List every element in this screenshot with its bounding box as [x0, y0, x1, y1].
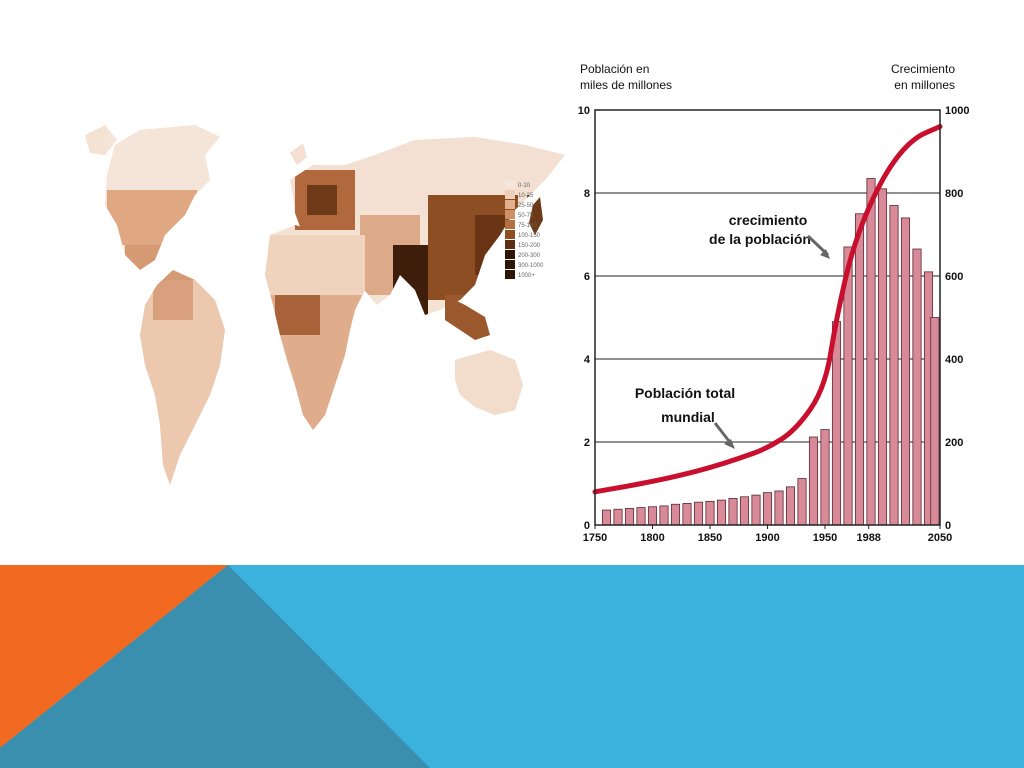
right-axis-title: Crecimiento en millones [891, 62, 955, 92]
growth-bar [659, 505, 669, 526]
growth-annotation: crecimiento de la población [709, 212, 830, 259]
growth-bar [636, 507, 646, 526]
map-legend-label: 0-10 [518, 183, 531, 189]
left-axis-title: Población en miles de millones [580, 62, 672, 92]
map-legend-swatch [505, 190, 515, 199]
world-population-density-map: 0-10 10-25 25-50 50-75 75-100 100-150 150-200 2… [85, 125, 565, 485]
growth-bar [613, 508, 623, 526]
right-axis-tick-label: 0 [945, 520, 951, 532]
map-legend-swatch [505, 260, 515, 269]
x-axis-ticks: 1750 1800 1850 1900 1950 1988 2050 [583, 525, 952, 544]
map-legend-label: 150-200 [518, 243, 541, 249]
right-axis-tick-label: 400 [945, 354, 963, 366]
map-legend-label: 1000+ [518, 273, 535, 279]
growth-bar [693, 501, 704, 526]
map-legend-label: 200-300 [518, 253, 541, 259]
growth-bar [831, 321, 842, 526]
growth-bar [647, 506, 658, 526]
growth-bar [624, 507, 635, 526]
map-legend-swatch [505, 180, 515, 189]
map-legend-label: 75-100 [518, 223, 537, 229]
map-regions [85, 125, 565, 485]
growth-bar [762, 492, 773, 526]
left-axis-ticks: 0 2 4 6 8 10 [578, 105, 591, 532]
left-axis-tick-label: 6 [584, 271, 590, 283]
growth-bar [751, 494, 761, 526]
map-legend-swatch [505, 250, 515, 259]
growth-bar [774, 490, 784, 526]
map-legend-swatch [505, 220, 515, 229]
right-axis-tick-label: 200 [945, 437, 963, 449]
growth-bar [877, 188, 888, 526]
growth-bar [930, 317, 940, 526]
map-legend-swatch [505, 240, 515, 249]
total-annotation-line-2: mundial [661, 409, 715, 425]
growth-bar [889, 205, 899, 526]
left-axis-tick-label: 4 [584, 354, 591, 366]
growth-bar [866, 178, 876, 526]
map-legend-label: 10-25 [518, 193, 534, 199]
growth-bar [739, 496, 750, 526]
growth-bar [854, 213, 865, 526]
footer-teal-triangle [0, 565, 430, 768]
x-axis-tick-label: 1900 [755, 532, 779, 544]
growth-bar [900, 217, 911, 526]
map-legend-swatch [505, 270, 515, 279]
x-axis-tick-label: 1750 [583, 532, 607, 544]
map-legend-swatch [505, 200, 515, 209]
growth-bar [912, 248, 922, 526]
total-annotation: Población total mundial [635, 385, 735, 449]
growth-bar [797, 478, 807, 526]
right-axis-tick-label: 600 [945, 271, 963, 283]
map-legend: 0-10 10-25 25-50 50-75 75-100 100-150 150-200 2… [505, 180, 544, 279]
right-axis-title-line-1: Crecimiento [891, 62, 955, 76]
map-legend-label: 25-50 [518, 203, 534, 209]
growth-bar [705, 500, 715, 526]
right-axis-tick-label: 1000 [945, 105, 969, 117]
right-axis-tick-label: 800 [945, 188, 963, 200]
growth-annotation-line-1: crecimiento [729, 212, 808, 228]
growth-bar [601, 509, 612, 526]
growth-bar [728, 498, 738, 526]
right-axis-ticks: 0 200 400 600 800 1000 [945, 105, 969, 532]
population-chart: Población en miles de millones Crecimien… [578, 62, 970, 544]
growth-bar [670, 503, 681, 526]
decorative-footer [0, 565, 1024, 768]
left-axis-tick-label: 10 [578, 105, 590, 117]
map-legend-label: 50-75 [518, 213, 534, 219]
x-axis-tick-label: 1950 [813, 532, 837, 544]
total-annotation-arrowhead [724, 439, 735, 449]
growth-bar [820, 429, 830, 526]
map-legend-label: 100-150 [518, 233, 541, 239]
left-axis-tick-label: 8 [584, 188, 590, 200]
growth-bar [682, 503, 692, 526]
x-axis-tick-label: 1988 [856, 532, 880, 544]
map-legend-swatch [505, 230, 515, 239]
growth-bar [716, 499, 727, 526]
map-legend-label: 300-1000 [518, 263, 544, 269]
growth-bar [785, 486, 796, 526]
growth-bar [808, 436, 819, 526]
total-population-line [592, 124, 943, 495]
x-axis-tick-label: 1800 [640, 532, 664, 544]
map-legend-swatch [505, 210, 515, 219]
right-axis-title-line-2: en millones [894, 78, 955, 92]
x-axis-tick-label: 2050 [928, 532, 952, 544]
growth-annotation-line-2: de la población [709, 231, 811, 247]
x-axis-tick-label: 1850 [698, 532, 722, 544]
growth-annotation-arrowhead [820, 249, 830, 259]
left-axis-title-line-2: miles de millones [580, 78, 672, 92]
total-annotation-line-1: Población total [635, 385, 735, 401]
left-axis-title-line-1: Población en [580, 62, 649, 76]
left-axis-tick-label: 0 [584, 520, 590, 532]
left-axis-tick-label: 2 [584, 437, 590, 449]
